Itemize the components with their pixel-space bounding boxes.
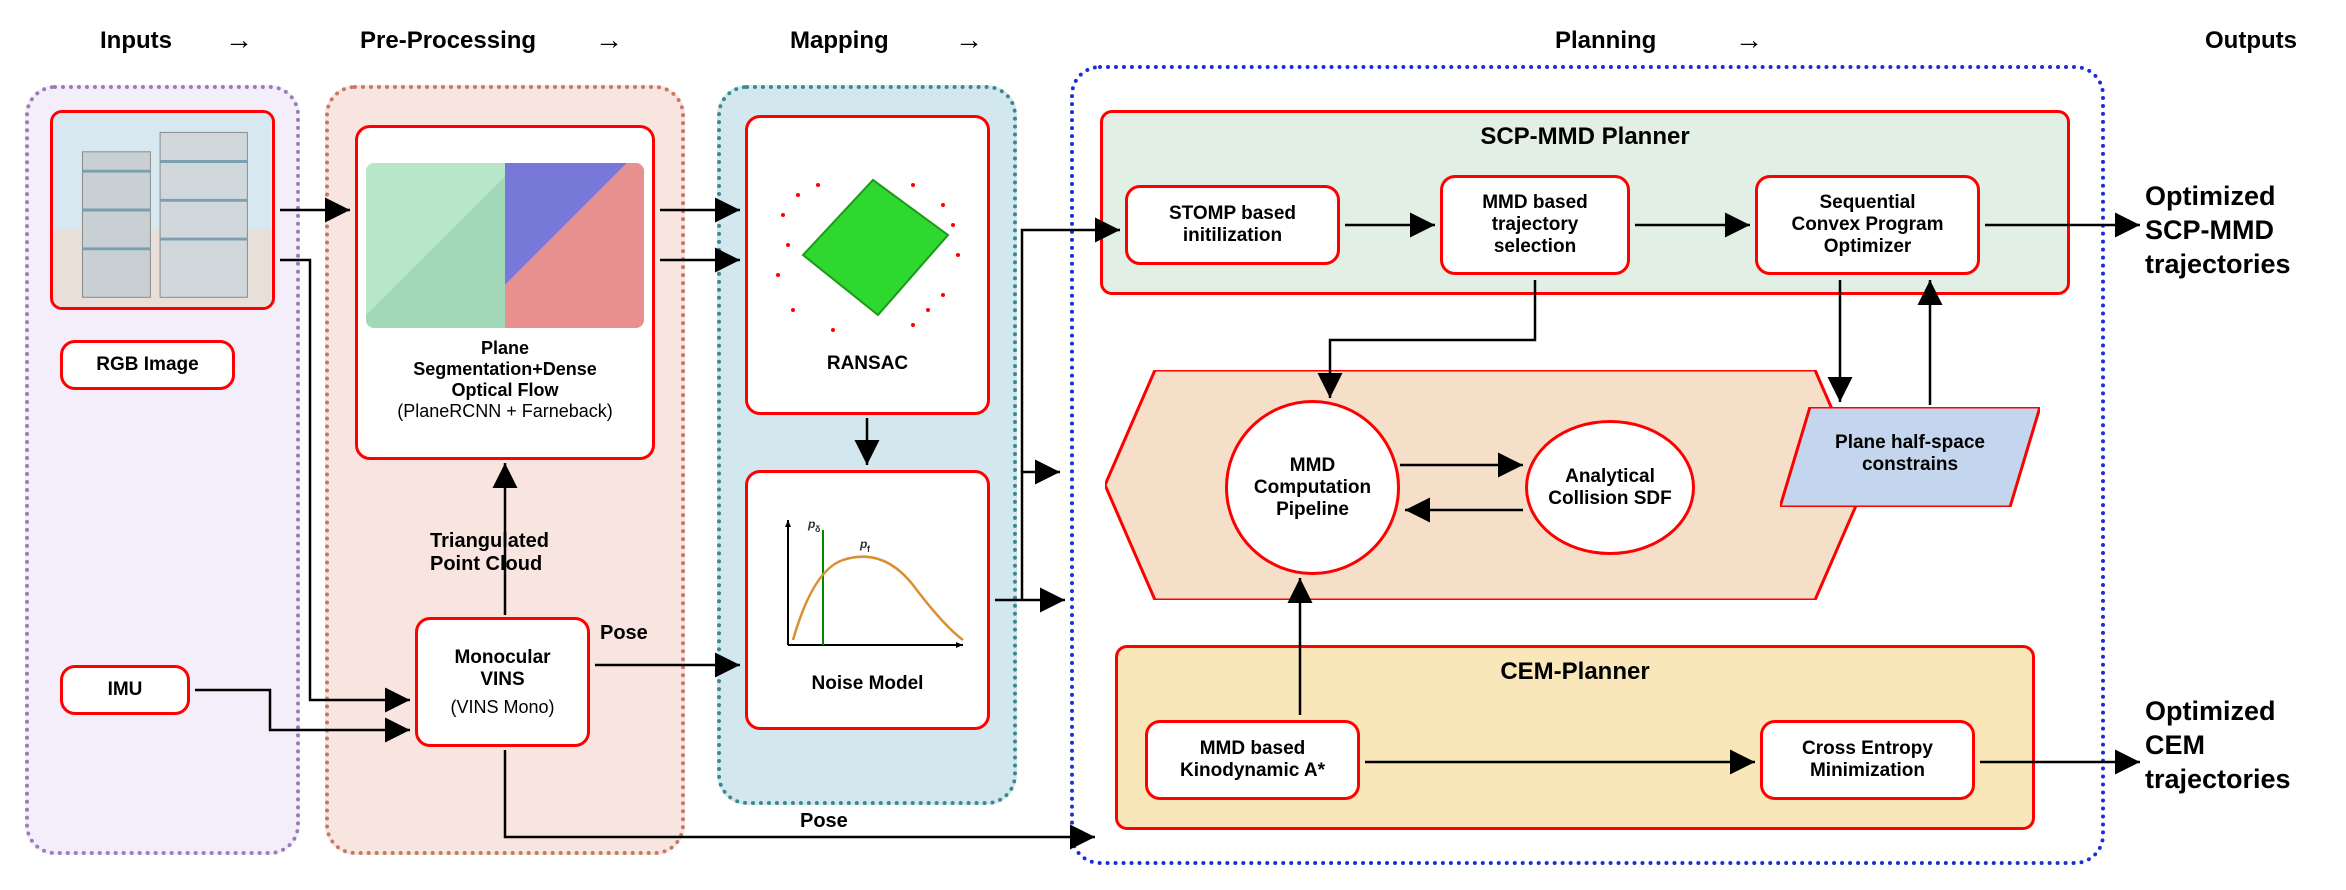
header-inputs: Inputs — [100, 27, 172, 55]
acsdf-circle: Analytical Collision SDF — [1525, 420, 1695, 555]
vins-l2: VINS — [480, 669, 524, 691]
ransac-box: RANSAC — [745, 115, 990, 415]
scp-opt-box: Sequential Convex Program Optimizer — [1755, 175, 1980, 275]
svg-text:δ: δ — [815, 524, 821, 534]
rgb-label-box: RGB Image — [60, 340, 235, 390]
plane-seg-l4: (PlaneRCNN + Farneback) — [397, 401, 613, 422]
header-planning: Planning — [1555, 27, 1656, 55]
header-arrow-1: → — [225, 24, 253, 56]
imu-box: IMU — [60, 665, 190, 715]
svg-text:f: f — [867, 544, 871, 554]
header-arrow-2: → — [595, 24, 623, 56]
vins-l1: Monocular — [454, 647, 550, 669]
header-arrow-3: → — [955, 24, 983, 56]
header-preproc: Pre-Processing — [360, 27, 536, 55]
plane-seg-box: Plane Segmentation+Dense Optical Flow (P… — [355, 125, 655, 460]
imu-label: IMU — [108, 679, 143, 701]
mmd-kino-box: MMD based Kinodynamic A* — [1145, 720, 1360, 800]
mmd-pipe-circle: MMD Computation Pipeline — [1225, 400, 1400, 575]
cem-min-box: Cross Entropy Minimization — [1760, 720, 1975, 800]
rgb-label: RGB Image — [96, 354, 198, 376]
stomp-box: STOMP based initilization — [1125, 185, 1340, 265]
header-arrow-4: → — [1735, 24, 1763, 56]
rgb-image-thumb — [50, 110, 275, 310]
plane-seg-l3: Optical Flow — [451, 380, 558, 401]
plane-seg-l2: Segmentation+Dense — [413, 359, 597, 380]
noise-box: pδ pf Noise Model — [745, 470, 990, 730]
cem-title: CEM-Planner — [1118, 658, 2032, 686]
vins-box: Monocular VINS (VINS Mono) — [415, 617, 590, 747]
pose-label-1: Pose — [600, 622, 648, 645]
header-outputs: Outputs — [2205, 27, 2297, 55]
pose-label-2: Pose — [800, 810, 848, 833]
ransac-label: RANSAC — [827, 353, 908, 375]
vins-l3: (VINS Mono) — [450, 697, 554, 718]
mmd-traj-box: MMD based trajectory selection — [1440, 175, 1630, 275]
middle-region — [1105, 370, 1865, 600]
plane-seg-l1: Plane — [481, 338, 529, 359]
halfspace-box: Plane half-space constrains — [1780, 407, 2040, 507]
noise-label: Noise Model — [812, 673, 924, 695]
output-cem: Optimized CEM trajectories — [2145, 695, 2291, 796]
triangulated-label: Triangulated Point Cloud — [430, 530, 549, 576]
scp-title: SCP-MMD Planner — [1103, 123, 2067, 151]
output-scp: Optimized SCP-MMD trajectories — [2145, 180, 2291, 281]
header-mapping: Mapping — [790, 27, 889, 55]
